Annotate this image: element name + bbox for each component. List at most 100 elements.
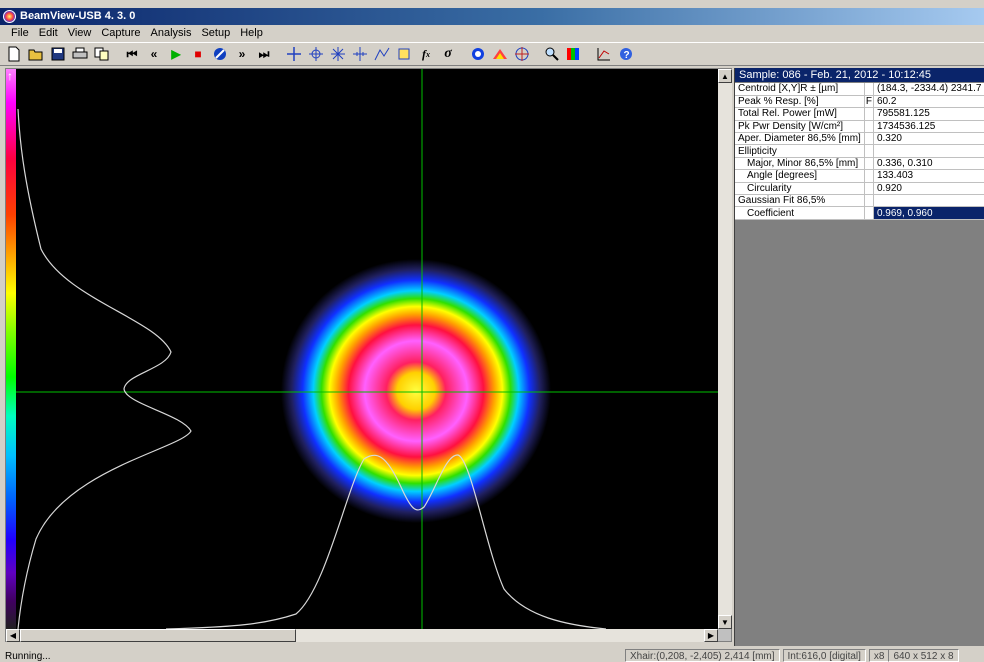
help-icon[interactable]: ? (616, 44, 636, 64)
row-value: (184.3, -2334.4) 2341.7 (873, 83, 984, 96)
menu-help[interactable]: Help (240, 27, 263, 39)
table-row[interactable]: Aper. Diameter 86,5% [mm] 0.320 (735, 132, 984, 146)
results-panel: Sample: 086 - Feb. 21, 2012 - 10:12:45 C… (734, 68, 984, 646)
ring-icon[interactable] (468, 44, 488, 64)
step-back-icon[interactable]: « (150, 47, 158, 61)
open-folder-icon[interactable] (26, 44, 46, 64)
beam-image[interactable]: ↑ (6, 69, 718, 629)
table-row-selected[interactable]: Coefficient 0.969, 0.960 (735, 206, 984, 220)
beam-spot (281, 259, 551, 523)
sigma-icon[interactable]: σ (444, 46, 452, 61)
status-intensity: Int:616,0 [digital] (782, 648, 866, 662)
row-value: 60.2 (873, 95, 984, 109)
color-scale-bar: ↑ (6, 69, 16, 629)
table-row[interactable]: Gaussian Fit 86,5% (735, 194, 984, 208)
new-file-icon[interactable] (4, 44, 24, 64)
menu-analysis[interactable]: Analysis (150, 27, 192, 39)
no-entry-icon[interactable] (210, 44, 230, 64)
row-flag (864, 83, 874, 96)
scroll-down-button[interactable]: ▼ (718, 615, 732, 629)
menu-view[interactable]: View (67, 27, 92, 39)
arrow-up-icon: ↑ (7, 69, 13, 83)
row-label: Major, Minor 86,5% [mm] (735, 157, 865, 171)
status-crosshair: Xhair:(0,208, -2,405) 2,414 [mm] (625, 648, 780, 662)
row-label: Peak % Resp. [%] (735, 95, 865, 109)
play-icon[interactable]: ▶ (171, 47, 181, 61)
table-row[interactable]: Ellipticity (735, 144, 984, 158)
zoom-icon[interactable] (542, 44, 562, 64)
graph-icon[interactable] (594, 44, 614, 64)
row-value: 0.336, 0.310 (873, 157, 984, 171)
beam-viewport: ↑ ▲ ▼ ◀ ▶ (5, 68, 732, 642)
row-label: Centroid [X,Y]R ± [µm] (735, 83, 865, 96)
menu-setup[interactable]: Setup (201, 27, 231, 39)
crop-icon[interactable] (394, 44, 414, 64)
print-icon[interactable] (70, 44, 90, 64)
profile-icon[interactable] (372, 44, 392, 64)
stop-icon[interactable]: ■ (194, 47, 202, 61)
beam-3d-icon[interactable] (490, 44, 510, 64)
results-table: Centroid [X,Y]R ± [µm] (184.3, -2334.4) 2… (735, 83, 984, 220)
cross-ticks-icon[interactable] (350, 44, 370, 64)
scroll-up-button[interactable]: ▲ (718, 69, 732, 83)
row-label: Gaussian Fit 86,5% (735, 194, 865, 208)
row-value: 0.969, 0.960 (873, 206, 984, 220)
vertical-scrollbar[interactable]: ▲ ▼ (718, 69, 732, 629)
table-row[interactable]: Pk Pwr Density [W/cm²] 1734536.125 (735, 120, 984, 134)
row-flag (864, 107, 874, 121)
scroll-right-button[interactable]: ▶ (704, 629, 718, 642)
table-row[interactable]: Major, Minor 86,5% [mm] 0.336, 0.310 (735, 157, 984, 171)
row-flag (864, 157, 874, 171)
menu-edit[interactable]: Edit (38, 27, 58, 39)
row-value: 0.920 (873, 182, 984, 196)
row-flag (864, 182, 874, 196)
vertical-profile-curve (17, 108, 192, 629)
table-row[interactable]: Circularity 0.920 (735, 182, 984, 196)
menu-file[interactable]: File (11, 27, 29, 39)
row-label: Pk Pwr Density [W/cm²] (735, 120, 865, 134)
table-row[interactable]: Angle [degrees] 133.403 (735, 169, 984, 183)
window-title: BeamView-USB 4. 3. 0 (20, 10, 136, 22)
horizontal-profile-curve (165, 454, 607, 629)
title-bar: BeamView-USB 4. 3. 0 (0, 8, 984, 25)
row-label: Coefficient (735, 206, 865, 220)
step-forward-icon[interactable]: » (238, 47, 246, 61)
row-value (873, 144, 984, 158)
save-icon[interactable] (48, 44, 68, 64)
table-row[interactable]: Centroid [X,Y]R ± [µm] (184.3, -2334.4) 2… (735, 83, 984, 96)
skip-last-icon[interactable]: ⏭ (258, 46, 270, 61)
status-state: Running... (5, 650, 51, 662)
table-row[interactable]: Total Rel. Power [mW] 795581.125 (735, 107, 984, 121)
scroll-left-button[interactable]: ◀ (6, 629, 20, 642)
svg-text:?: ? (624, 50, 630, 61)
sample-header: Sample: 086 - Feb. 21, 2012 - 10:12:45 (735, 68, 984, 82)
crosshair-icon[interactable] (284, 44, 304, 64)
skip-first-icon[interactable]: ⏮ (126, 46, 138, 61)
beam-profile-plot (16, 69, 718, 629)
row-flag (864, 144, 874, 158)
copy-icon[interactable] (92, 44, 112, 64)
grid-target-icon[interactable] (512, 44, 532, 64)
palette-icon[interactable] (564, 44, 584, 64)
status-zoom: x8 (868, 648, 889, 662)
row-value: 1734536.125 (873, 120, 984, 134)
row-label: Circularity (735, 182, 865, 196)
target-icon[interactable] (306, 44, 326, 64)
row-label: Aper. Diameter 86,5% [mm] (735, 132, 865, 146)
table-row[interactable]: Peak % Resp. [%] F 60.2 (735, 95, 984, 109)
row-label: Angle [degrees] (735, 169, 865, 183)
compass-icon[interactable] (328, 44, 348, 64)
row-label: Total Rel. Power [mW] (735, 107, 865, 121)
horizontal-scrollbar[interactable]: ◀ ▶ (6, 629, 718, 642)
menu-capture[interactable]: Capture (101, 27, 141, 39)
scroll-thumb[interactable] (20, 629, 296, 642)
row-value: 133.403 (873, 169, 984, 183)
row-flag (864, 206, 874, 220)
row-value: 0.320 (873, 132, 984, 146)
row-value (873, 194, 984, 208)
menu-bar: File Edit View Capture Analysis Setup He… (0, 25, 984, 41)
row-value: 795581.125 (873, 107, 984, 121)
